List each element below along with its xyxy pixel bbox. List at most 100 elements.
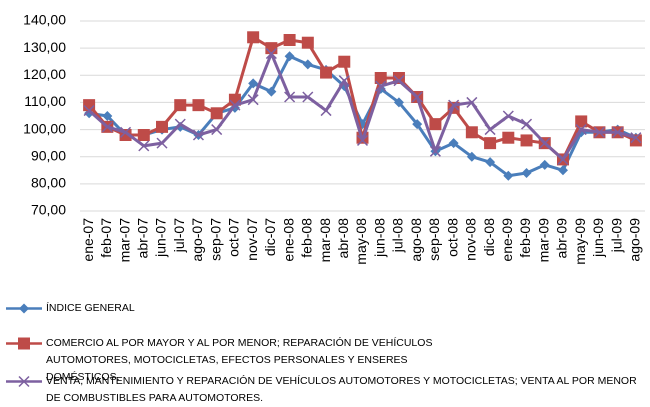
data-point [83, 105, 95, 117]
data-point [229, 99, 241, 111]
data-point [338, 75, 350, 87]
data-point [429, 118, 442, 131]
x-tick-label: ago-08 [408, 218, 424, 262]
legend-swatch [6, 337, 42, 350]
data-point [539, 159, 550, 170]
data-point [302, 91, 314, 103]
x-tick-label: nov-08 [463, 218, 479, 261]
data-point [412, 119, 423, 130]
legend-label: VENTA, MANTENIMIENTO Y REPARACIÓN DE VEH… [46, 375, 637, 404]
data-point [466, 96, 478, 108]
data-point [102, 111, 113, 121]
x-tick-label: jun-08 [371, 218, 387, 258]
data-point [557, 153, 569, 165]
y-tick-label: 120,00 [23, 66, 66, 82]
data-point [301, 36, 314, 49]
data-point [247, 94, 259, 106]
x-tick-label: ene-08 [280, 218, 296, 262]
series [83, 48, 642, 165]
x-tick-label: abr-08 [335, 218, 351, 259]
x-tick-label: sep-07 [207, 218, 223, 261]
data-point [557, 165, 568, 176]
x-tick-label: jun-09 [590, 218, 606, 258]
data-point [83, 99, 96, 112]
data-point [630, 132, 642, 144]
data-point [211, 124, 223, 136]
data-point [575, 115, 588, 128]
legend-swatch [6, 303, 42, 314]
data-point [174, 99, 187, 112]
y-tick-label: 100,00 [23, 120, 66, 136]
data-point [503, 170, 514, 181]
data-point [174, 118, 186, 130]
data-point [138, 140, 150, 152]
data-point [192, 99, 205, 112]
x-tick-label: abr-09 [554, 218, 570, 259]
x-tick-label: sep-08 [426, 218, 442, 261]
x-tick-label: mar-08 [317, 218, 333, 263]
data-point [393, 75, 405, 87]
data-point [210, 107, 223, 120]
x-tick-label: may-09 [572, 218, 588, 265]
y-tick-label: 130,00 [23, 39, 66, 55]
data-point [502, 131, 515, 144]
x-tick-label: mar-09 [535, 218, 551, 263]
y-tick-label: 110,00 [24, 93, 66, 109]
legend-swatch [6, 375, 42, 388]
data-point [356, 134, 369, 146]
y-tick-label: 70,00 [31, 202, 66, 218]
data-point [284, 91, 296, 103]
x-tick-label: nov-07 [244, 218, 260, 261]
data-point [320, 105, 332, 117]
y-tick-label: 90,00 [31, 147, 66, 163]
data-point [484, 124, 496, 136]
data-point [266, 86, 277, 97]
data-point [539, 137, 551, 149]
data-point [374, 72, 387, 84]
data-point [101, 121, 113, 133]
data-point [484, 137, 497, 150]
data-point [593, 126, 605, 138]
x-tick-label: abr-07 [134, 218, 150, 259]
data-point [248, 78, 259, 89]
x-tick-label: jul-09 [608, 218, 624, 253]
x-tick-label: dic-08 [481, 218, 497, 256]
data-point [156, 120, 169, 133]
legend-marker [19, 303, 29, 314]
data-point [502, 110, 514, 122]
data-point [575, 124, 587, 136]
data-point [302, 59, 313, 70]
data-point [448, 138, 459, 149]
data-point [120, 126, 132, 138]
x-tick-label: may-08 [353, 218, 369, 265]
data-point [393, 97, 404, 108]
legend-label: COMERCIO AL POR MAYOR Y AL POR MENOR; RE… [46, 337, 433, 383]
data-point [283, 34, 296, 46]
data-point [192, 129, 204, 141]
x-tick-label: ago-09 [627, 218, 643, 262]
data-point [465, 126, 478, 139]
data-point [156, 137, 168, 149]
x-tick-label: oct-08 [444, 218, 460, 257]
x-tick-label: ene-09 [499, 218, 515, 262]
data-point [320, 66, 333, 79]
y-tick-label: 80,00 [31, 175, 66, 191]
chart: 70,00 80,00 90,00 100,00 110,00 120,00 130,00 1… [23, 12, 645, 265]
x-tick-label: feb-08 [299, 218, 315, 258]
data-point [284, 51, 295, 62]
legend-marker [18, 375, 30, 388]
data-point [265, 48, 277, 60]
x-tick-label: dic-07 [262, 218, 278, 256]
data-point [521, 118, 533, 130]
legend-label: ÍNDICE GENERAL [46, 302, 135, 314]
data-point [375, 80, 387, 92]
x-tick-label: jul-07 [171, 218, 187, 253]
data-point [521, 168, 532, 178]
x-tick-label: mar-07 [116, 218, 132, 263]
x-tick-label: feb-09 [517, 218, 533, 258]
x-tick-label: feb-07 [98, 218, 114, 258]
data-point [612, 126, 624, 138]
x-tick-label: jun-07 [153, 218, 169, 258]
x-tick-label: oct-07 [226, 218, 242, 257]
